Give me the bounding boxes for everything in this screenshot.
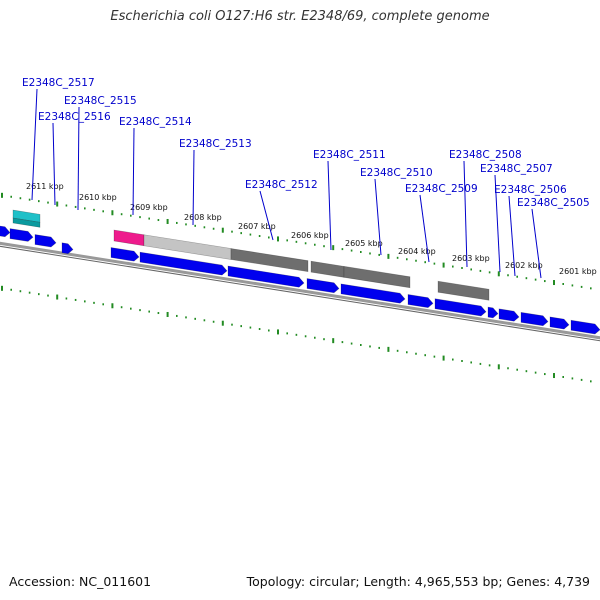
- cds-arrow: [549, 316, 570, 330]
- cds-arrow: [487, 306, 499, 319]
- cds-arrow: [306, 278, 340, 294]
- cds-arrow: [9, 228, 34, 242]
- cds-arrow: [340, 283, 406, 304]
- gene-label: E2348C_2509: [405, 183, 478, 195]
- gene-label: E2348C_2512: [245, 179, 318, 191]
- kbp-label: 2611 kbp: [26, 182, 64, 191]
- cds-arrow: [407, 294, 434, 308]
- kbp-label: 2601 kbp: [559, 267, 597, 276]
- cyan-feature-shadow: [12, 217, 41, 228]
- gene-label: E2348C_2511: [313, 149, 386, 161]
- gene-label: E2348C_2505: [517, 197, 590, 209]
- kbp-label: 2605 kbp: [345, 239, 383, 248]
- gene-leader-line: [531, 208, 542, 279]
- gene-leader-line: [327, 160, 332, 251]
- kbp-label: 2606 kbp: [291, 231, 329, 240]
- gene-leader-line: [132, 127, 135, 216]
- gene-leader-line: [463, 160, 468, 268]
- genome-backbone-edge: [0, 245, 600, 342]
- genome-backbone: [0, 241, 600, 340]
- cds-arrow: [139, 251, 228, 276]
- accession-text: Accession: NC_011601: [9, 574, 152, 589]
- magenta-feature: [113, 229, 145, 247]
- gene-leader-line: [374, 178, 382, 256]
- gene-label: E2348C_2516: [38, 111, 111, 123]
- kbp-label: 2603 kbp: [452, 254, 490, 263]
- gene-label: E2348C_2507: [480, 163, 553, 175]
- kbp-label: 2610 kbp: [79, 193, 117, 202]
- kbp-label: 2609 kbp: [130, 203, 168, 212]
- gene-leader-line: [259, 190, 274, 241]
- topology-summary: Topology: circular; Length: 4,965,553 bp…: [246, 574, 590, 589]
- gene-leader-line: [52, 122, 56, 206]
- cds-arrow: [0, 225, 11, 238]
- gene-label: E2348C_2513: [179, 138, 252, 150]
- gene-leader-line: [31, 88, 38, 201]
- cds-arrow: [61, 242, 74, 255]
- gene-leader-line: [508, 195, 516, 277]
- cds-arrow: [34, 234, 57, 248]
- gray-feature: [437, 280, 490, 301]
- kbp-label: 2608 kbp: [184, 213, 222, 222]
- cds-arrow: [570, 319, 600, 335]
- gray-feature: [310, 260, 345, 278]
- gene-label: E2348C_2517: [22, 77, 95, 89]
- kbp-label: 2602 kbp: [505, 261, 543, 270]
- gene-leader-line: [419, 194, 430, 263]
- gene-label: E2348C_2510: [360, 167, 433, 179]
- cds-arrow: [227, 265, 305, 288]
- cds-arrow: [110, 247, 140, 262]
- cds-arrow: [520, 311, 549, 327]
- gray-feature: [343, 266, 411, 289]
- gene-label: E2348C_2515: [64, 95, 137, 107]
- map-title: Escherichia coli O127:H6 str. E2348/69, …: [110, 9, 490, 24]
- gene-leader-line: [494, 174, 501, 273]
- kbp-label: 2607 kbp: [238, 222, 276, 231]
- cds-arrow: [498, 308, 520, 322]
- cds-arrow: [434, 298, 487, 317]
- gene-label: E2348C_2514: [119, 116, 192, 128]
- gray-feature: [230, 248, 309, 273]
- gene-leader-line: [77, 106, 80, 211]
- gene-leader-line: [192, 149, 195, 226]
- gene-label: E2348C_2506: [494, 184, 567, 196]
- kbp-label: 2604 kbp: [398, 247, 436, 256]
- gene-label: E2348C_2508: [449, 149, 522, 161]
